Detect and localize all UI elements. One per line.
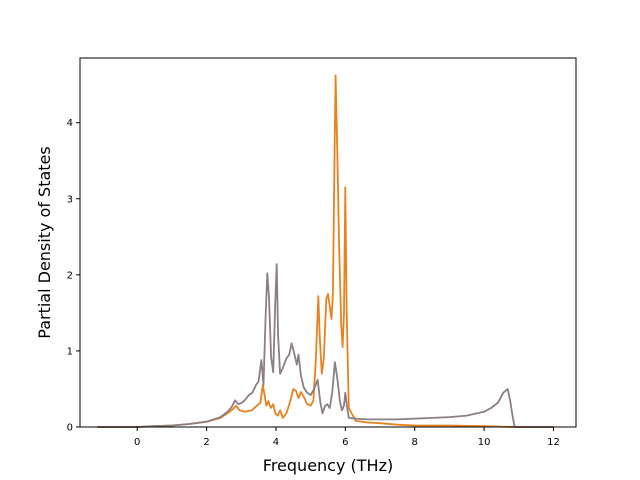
series-line-1: [97, 74, 554, 428]
series-line-2: [97, 263, 554, 428]
x-tick-label: 6: [342, 437, 348, 448]
y-tick-label: 3: [67, 194, 73, 205]
x-tick-label: 8: [412, 437, 418, 448]
x-tick-label: 0: [134, 437, 140, 448]
x-axis-label: Frequency (THz): [263, 456, 393, 475]
plot-frame: [79, 57, 577, 428]
x-tick-label: 12: [547, 437, 560, 448]
series-layer: [97, 74, 554, 428]
y-tick-label: 1: [67, 346, 73, 357]
y-axis-label: Partial Density of States: [35, 146, 54, 338]
y-tick-label: 0: [67, 423, 73, 434]
y-axis-ticks: 0 1 2 3 4: [67, 118, 80, 434]
x-tick-label: 10: [478, 437, 491, 448]
x-tick-label: 4: [273, 437, 279, 448]
x-tick-label: 2: [203, 437, 209, 448]
y-tick-label: 4: [67, 118, 73, 129]
y-tick-label: 2: [67, 270, 73, 281]
x-axis-ticks: 0 2 4 6 8 10 12: [134, 427, 560, 448]
